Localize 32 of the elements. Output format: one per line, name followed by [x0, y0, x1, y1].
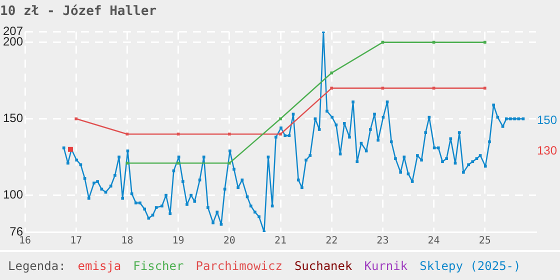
x-tick-label: 23 — [376, 236, 389, 247]
text: emisja — [78, 259, 122, 273]
legend-title: Legenda: — [8, 259, 66, 273]
text: Fischer — [133, 259, 184, 273]
x-tick-label: 24 — [428, 236, 440, 247]
point — [126, 132, 129, 136]
x-tick-label: 25 — [478, 236, 491, 247]
text: Sklepy (2025-) — [420, 259, 521, 273]
point — [176, 132, 180, 136]
y-tick-label: 150 — [2, 111, 24, 126]
x-tick-label: 18 — [121, 236, 134, 247]
point — [228, 162, 231, 165]
text: 130 — [537, 144, 558, 158]
text: Parchimowicz — [196, 259, 282, 273]
point — [330, 86, 334, 90]
y-tick-label: 100 — [2, 188, 24, 202]
point — [126, 162, 129, 165]
chart-title: 10 zł - Józef Haller — [0, 4, 157, 20]
point — [74, 117, 78, 120]
x-tick-label: 17 — [70, 236, 82, 247]
legend-label: Kurnik — [364, 259, 408, 273]
x-tick-label: 20 — [223, 236, 236, 247]
point — [279, 117, 282, 120]
x-tick-label: 21 — [274, 236, 287, 247]
x-tick-label: 19 — [172, 236, 184, 247]
point — [483, 86, 486, 90]
x-tick-label: 22 — [326, 236, 338, 247]
x-tick-label: 16 — [18, 236, 32, 247]
point — [176, 162, 180, 165]
text: 150 — [537, 113, 558, 128]
point — [483, 40, 486, 44]
legend-label: Suchanek — [294, 259, 352, 273]
